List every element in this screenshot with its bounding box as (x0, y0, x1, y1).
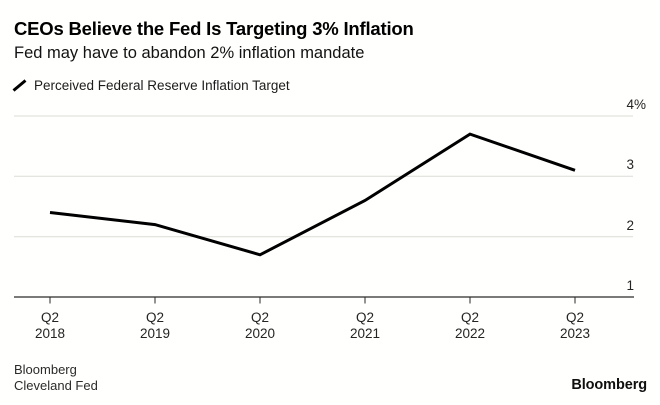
y-axis-tick-label: 2 (626, 218, 634, 233)
x-axis-label-line: 2021 (349, 325, 381, 341)
y-axis-tick-label: 4% (626, 97, 647, 112)
x-axis-tick-label: Q2 2018 (18, 310, 82, 341)
x-axis-label-line: Q2 (355, 310, 374, 325)
bloomberg-logo: Bloomberg (571, 377, 647, 393)
legend-label: Perceived Federal Reserve Inflation Targ… (34, 78, 290, 93)
chart-legend: Perceived Federal Reserve Inflation Targ… (12, 77, 290, 94)
y-axis-tick-label: 3 (626, 157, 634, 172)
data-line (49, 132, 576, 257)
x-axis-label-line: 2020 (244, 325, 276, 341)
x-axis-label-line: Q2 (460, 310, 479, 325)
chart-subtitle: Fed may have to abandon 2% inflation man… (14, 44, 365, 62)
x-axis-label-line: Q2 (40, 310, 59, 325)
y-axis-tick-label: 1 (626, 278, 634, 293)
x-axis-tick-label: Q2 2022 (438, 310, 502, 341)
line-segment-icon (12, 79, 27, 92)
chart-title: CEOs Believe the Fed Is Targeting 3% Inf… (14, 18, 414, 39)
x-axis-label-line: Q2 (565, 310, 584, 325)
x-axis-label-line: 2019 (139, 325, 171, 341)
source-line: Bloomberg (14, 362, 77, 377)
x-axis-tick-label: Q2 2021 (333, 310, 397, 341)
x-axis-label-line: Q2 (250, 310, 269, 325)
x-axis-label-line: Q2 (145, 310, 164, 325)
x-axis-tick-label: Q2 2020 (228, 310, 292, 341)
x-axis-label-line: 2018 (34, 325, 66, 341)
x-axis-label-line: 2022 (454, 325, 486, 341)
x-axis-tick-label: Q2 2019 (123, 310, 187, 341)
source-line: Cleveland Fed (14, 377, 98, 393)
x-axis-tick-label: Q2 2023 (543, 310, 607, 341)
x-axis-label-line: 2023 (559, 325, 591, 341)
y-axis-unit-suffix: % (634, 97, 647, 112)
source-note: Bloomberg Cleveland Fed (14, 362, 98, 393)
